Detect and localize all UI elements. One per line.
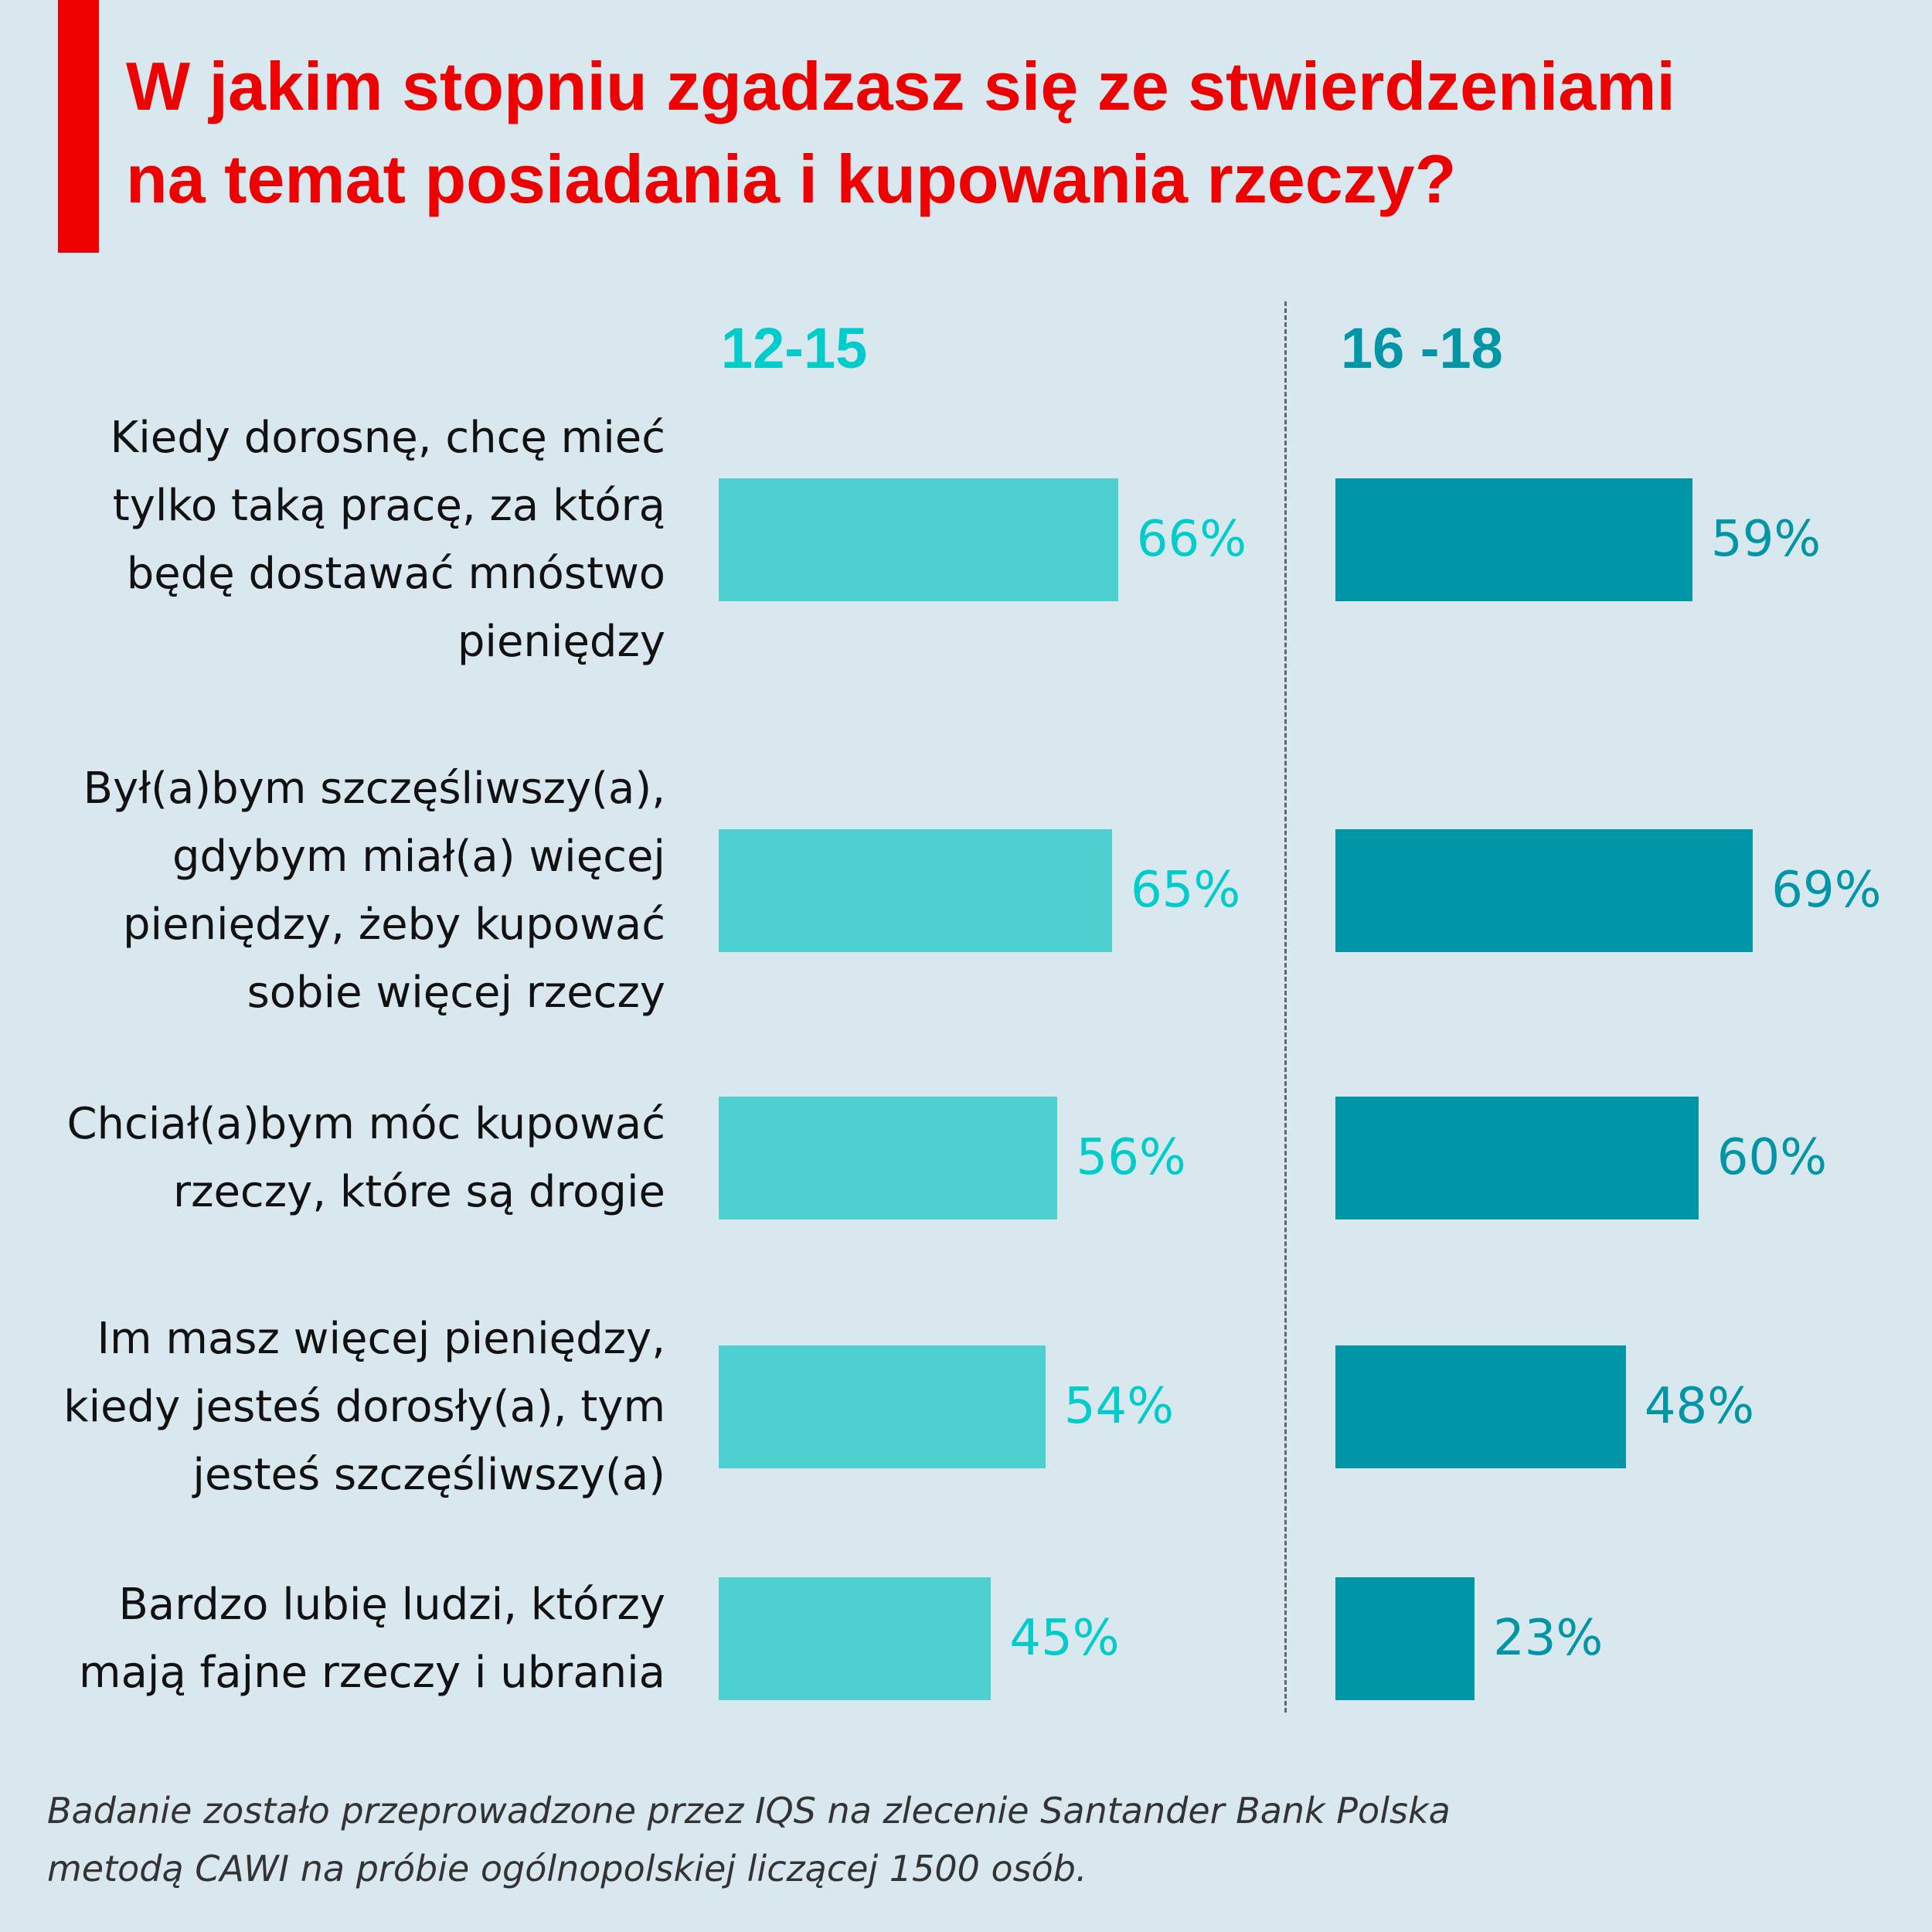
category-label-line: rzeczy, które są drogie [173,1166,665,1217]
data-label: 45% [1009,1610,1120,1667]
footnote-line: Badanie zostało przeprowadzone przez IQS… [47,1790,1451,1832]
category-label-line: pieniędzy, żeby kupować [123,899,665,950]
bar [719,829,1112,952]
category-label-line: Chciał(a)bym móc kupować [66,1098,665,1149]
title-accent-bar [58,0,99,253]
data-label: 54% [1063,1378,1175,1435]
title-line: W jakim stopniu zgadzasz się ze stwierdz… [126,48,1675,124]
data-label: 59% [1710,511,1821,568]
series-header-12-15: 12-15 [721,316,868,380]
chart-title: W jakim stopniu zgadzasz się ze stwierdz… [126,40,1903,226]
category-label-line: jesteś szczęśliwszy(a) [192,1449,665,1500]
category-label: Był(a)bym szczęśliwszy(a), gdybym miał(a)… [0,659,665,1123]
footnote: Badanie zostało przeprowadzone przez IQS… [47,1782,1451,1898]
data-label: 66% [1136,511,1247,568]
bar [719,478,1118,601]
bar [1335,478,1692,601]
footnote-line: metodą CAWI na próbie ogólnopolskiej lic… [47,1848,1087,1889]
category-label-line: mają fajne rzeczy i ubrania [79,1647,665,1698]
category-label-line: tylko taką pracę, za którą [112,480,665,531]
data-label: 23% [1493,1610,1604,1667]
bar [719,1097,1058,1219]
data-label: 65% [1130,862,1241,919]
bar [719,1577,992,1700]
series-header-16-18: 16 -18 [1341,316,1503,380]
bar [1335,1345,1626,1468]
category-label-line: Kiedy dorosnę, chcę mieć [110,412,665,463]
category-label: Bardzo lubię ludzi, którzy mają fajne rze… [0,1407,665,1871]
data-label: 56% [1076,1129,1186,1186]
bar [719,1345,1046,1468]
data-label: 60% [1716,1129,1828,1186]
data-label: 48% [1644,1378,1755,1435]
category-label-line: sobie więcej rzeczy [247,967,665,1018]
bar [1335,1097,1699,1219]
bar [1335,829,1753,952]
bar [1335,1577,1475,1700]
data-label: 69% [1771,862,1882,919]
category-label-line: Im masz więcej pieniędzy, [97,1313,665,1364]
category-label-line: Bardzo lubię ludzi, którzy [118,1579,665,1630]
category-label-line: pieniędzy [457,616,665,667]
category-label: Kiedy dorosnę, chcę mieć tylko taką pracę… [0,308,665,772]
category-label: Im masz więcej pieniędzy, kiedy jesteś do… [0,1175,665,1639]
category-label-line: gdybym miał(a) więcej [172,831,665,882]
category-label: Chciał(a)bym móc kupować rzeczy, które są… [0,927,665,1390]
category-label-line: kiedy jesteś dorosły(a), tym [63,1381,665,1432]
title-line: na temat posiadania i kupowania rzeczy? [126,141,1457,217]
category-label-line: Był(a)bym szczęśliwszy(a), [83,763,665,814]
category-label-line: będę dostawać mnóstwo [126,548,665,599]
column-divider [1284,301,1287,1713]
